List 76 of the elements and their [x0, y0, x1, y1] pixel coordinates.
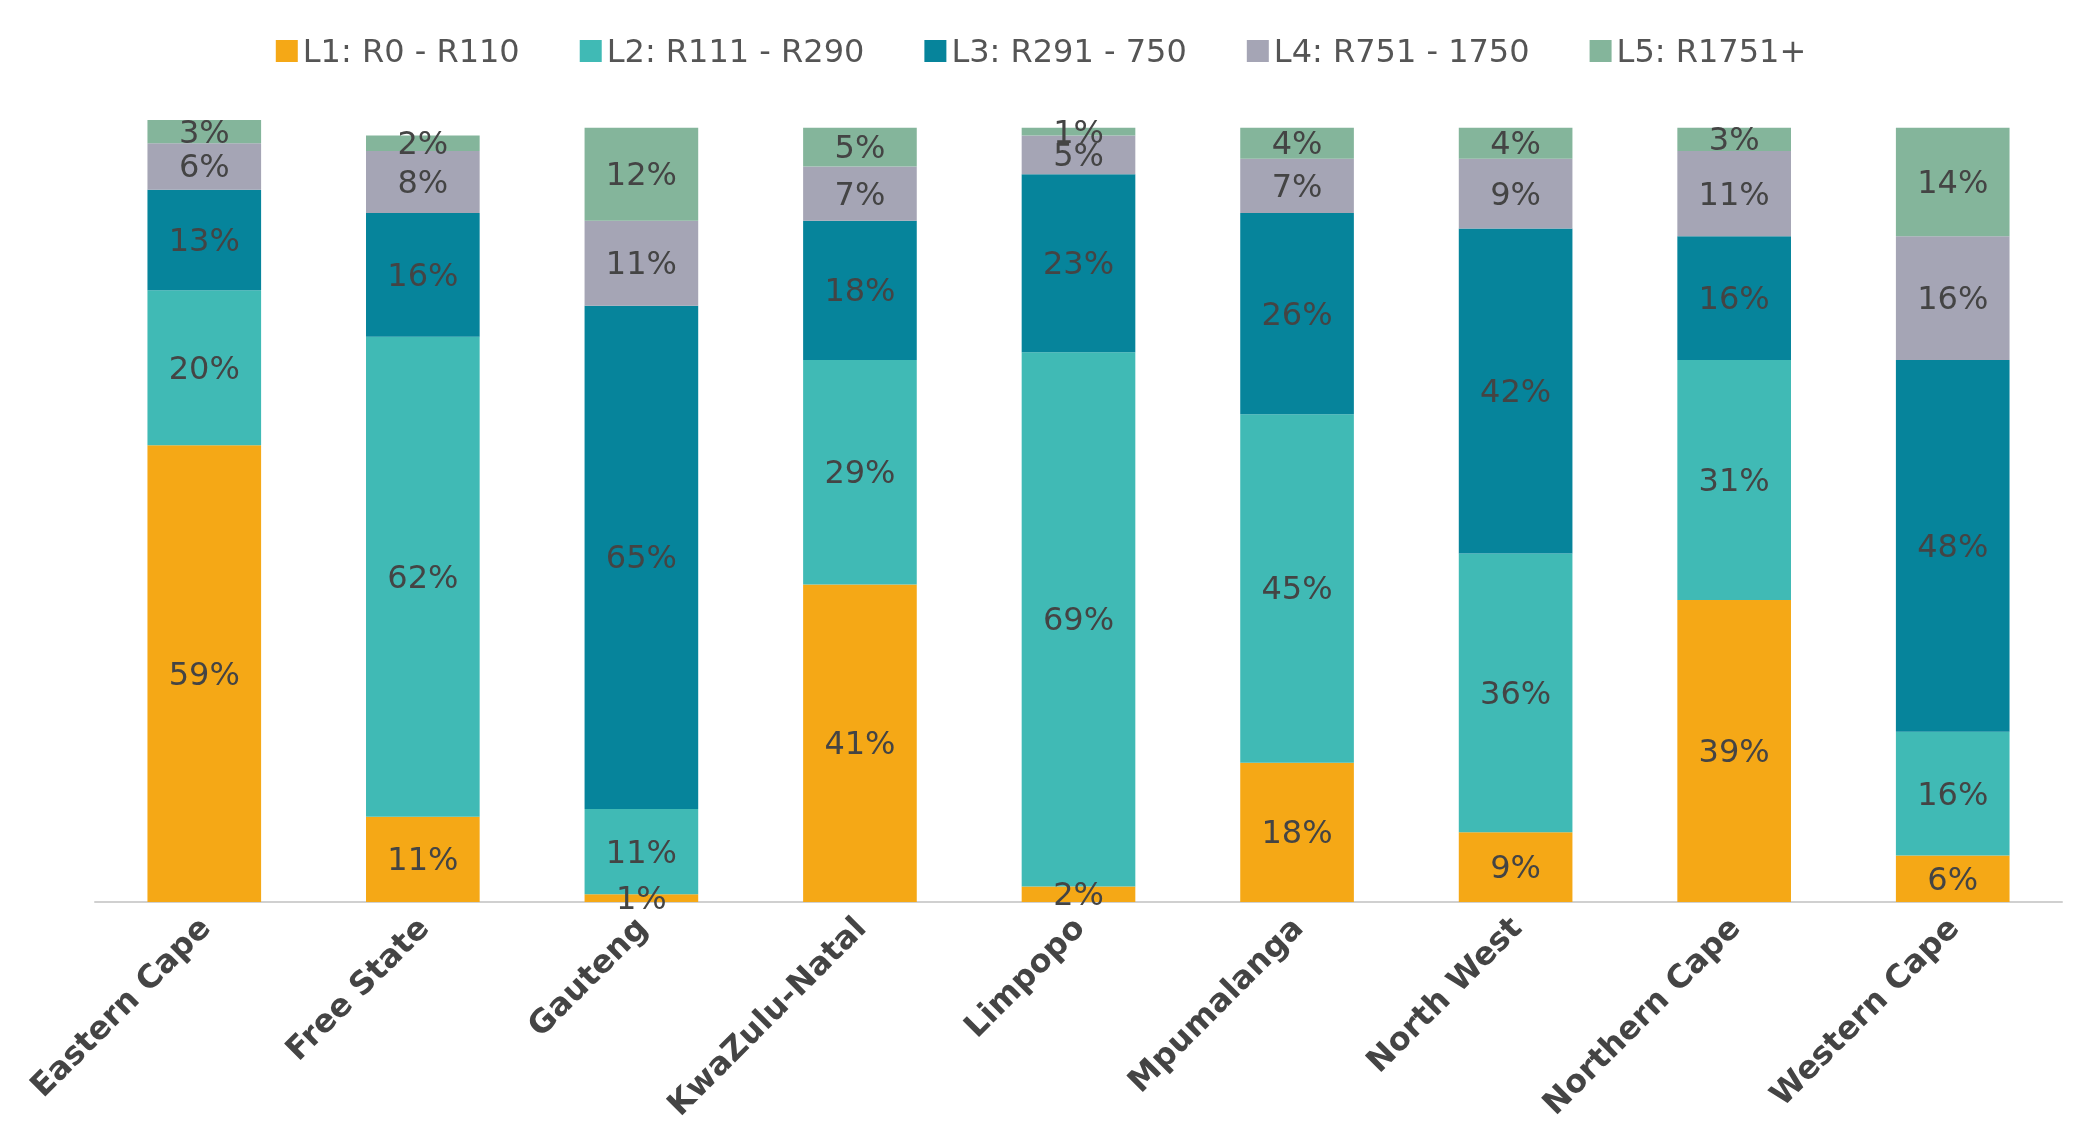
bar [147, 189, 262, 291]
data-label: 36% [1480, 673, 1552, 712]
data-label: 4% [1271, 124, 1323, 163]
bar [1677, 236, 1791, 361]
data-label: 12% [605, 155, 677, 194]
data-label: 39% [1698, 732, 1770, 771]
bar [147, 445, 262, 902]
bar [1677, 600, 1791, 902]
bar [366, 212, 480, 337]
bar [1895, 236, 2010, 361]
legend-label: L3: R291 - 750 [951, 32, 1187, 70]
data-label: 16% [1917, 774, 1989, 813]
bar [803, 166, 917, 221]
data-label: 69% [1042, 600, 1115, 639]
legend-label: L4: R751 - 1750 [1273, 32, 1530, 70]
bar [366, 816, 480, 902]
data-label: 29% [824, 453, 896, 492]
data-label: 9% [1490, 848, 1541, 887]
bar [366, 336, 480, 817]
bar [584, 305, 699, 810]
bar [1677, 360, 1791, 601]
bar [1021, 174, 1136, 353]
data-label: 7% [1271, 166, 1323, 205]
data-label: 65% [605, 538, 677, 577]
data-label: 26% [1261, 294, 1333, 333]
data-label: 1% [616, 879, 667, 918]
data-label: 4% [1490, 124, 1541, 163]
bar [803, 584, 917, 902]
data-label: 6% [1927, 859, 1979, 898]
bar [147, 143, 262, 190]
data-label: 18% [824, 271, 896, 310]
data-label: 41% [824, 724, 896, 763]
bar [1240, 212, 1354, 415]
data-label: 11% [387, 840, 459, 879]
bar [803, 360, 917, 585]
bar [1677, 150, 1791, 237]
data-label: 48% [1917, 526, 1989, 565]
data-label: 11% [1698, 174, 1770, 213]
data-label: 11% [605, 832, 677, 871]
data-label: 2% [397, 124, 449, 163]
data-label: 42% [1480, 371, 1552, 410]
bar [1458, 832, 1573, 902]
data-label: 5% [834, 128, 886, 167]
data-label: 31% [1698, 461, 1770, 500]
bar [147, 290, 262, 446]
data-label: 45% [1261, 569, 1333, 608]
data-label: 18% [1261, 813, 1333, 852]
bar [1895, 731, 2010, 856]
legend-label: L5: R1751+ [1616, 32, 1807, 70]
data-label: 59% [168, 654, 240, 693]
bar [1458, 158, 1573, 229]
data-label: 23% [1042, 244, 1115, 283]
bar [1458, 228, 1573, 554]
data-label: 16% [1698, 279, 1770, 318]
bar [803, 220, 917, 361]
data-label: 20% [168, 348, 240, 387]
bar [1240, 414, 1354, 763]
bar [1240, 158, 1354, 213]
data-label: 11% [605, 244, 677, 283]
data-label: 3% [1708, 120, 1760, 159]
data-label: 13% [168, 221, 240, 260]
bar [584, 220, 699, 306]
bar [1895, 360, 2010, 732]
data-label: 9% [1490, 174, 1541, 213]
data-label: 14% [1917, 162, 1989, 201]
legend-label: L1: R0 - R110 [302, 32, 520, 70]
bar [1240, 762, 1354, 902]
data-label: 16% [387, 255, 459, 294]
legend-label: L2: R111 - R290 [606, 32, 865, 70]
data-label: 7% [834, 174, 886, 213]
bar [1895, 127, 2010, 237]
bar [1458, 553, 1573, 833]
data-label: 8% [397, 162, 449, 201]
bar [584, 127, 699, 221]
data-label: 16% [1917, 279, 1989, 318]
data-label: 62% [387, 557, 459, 596]
